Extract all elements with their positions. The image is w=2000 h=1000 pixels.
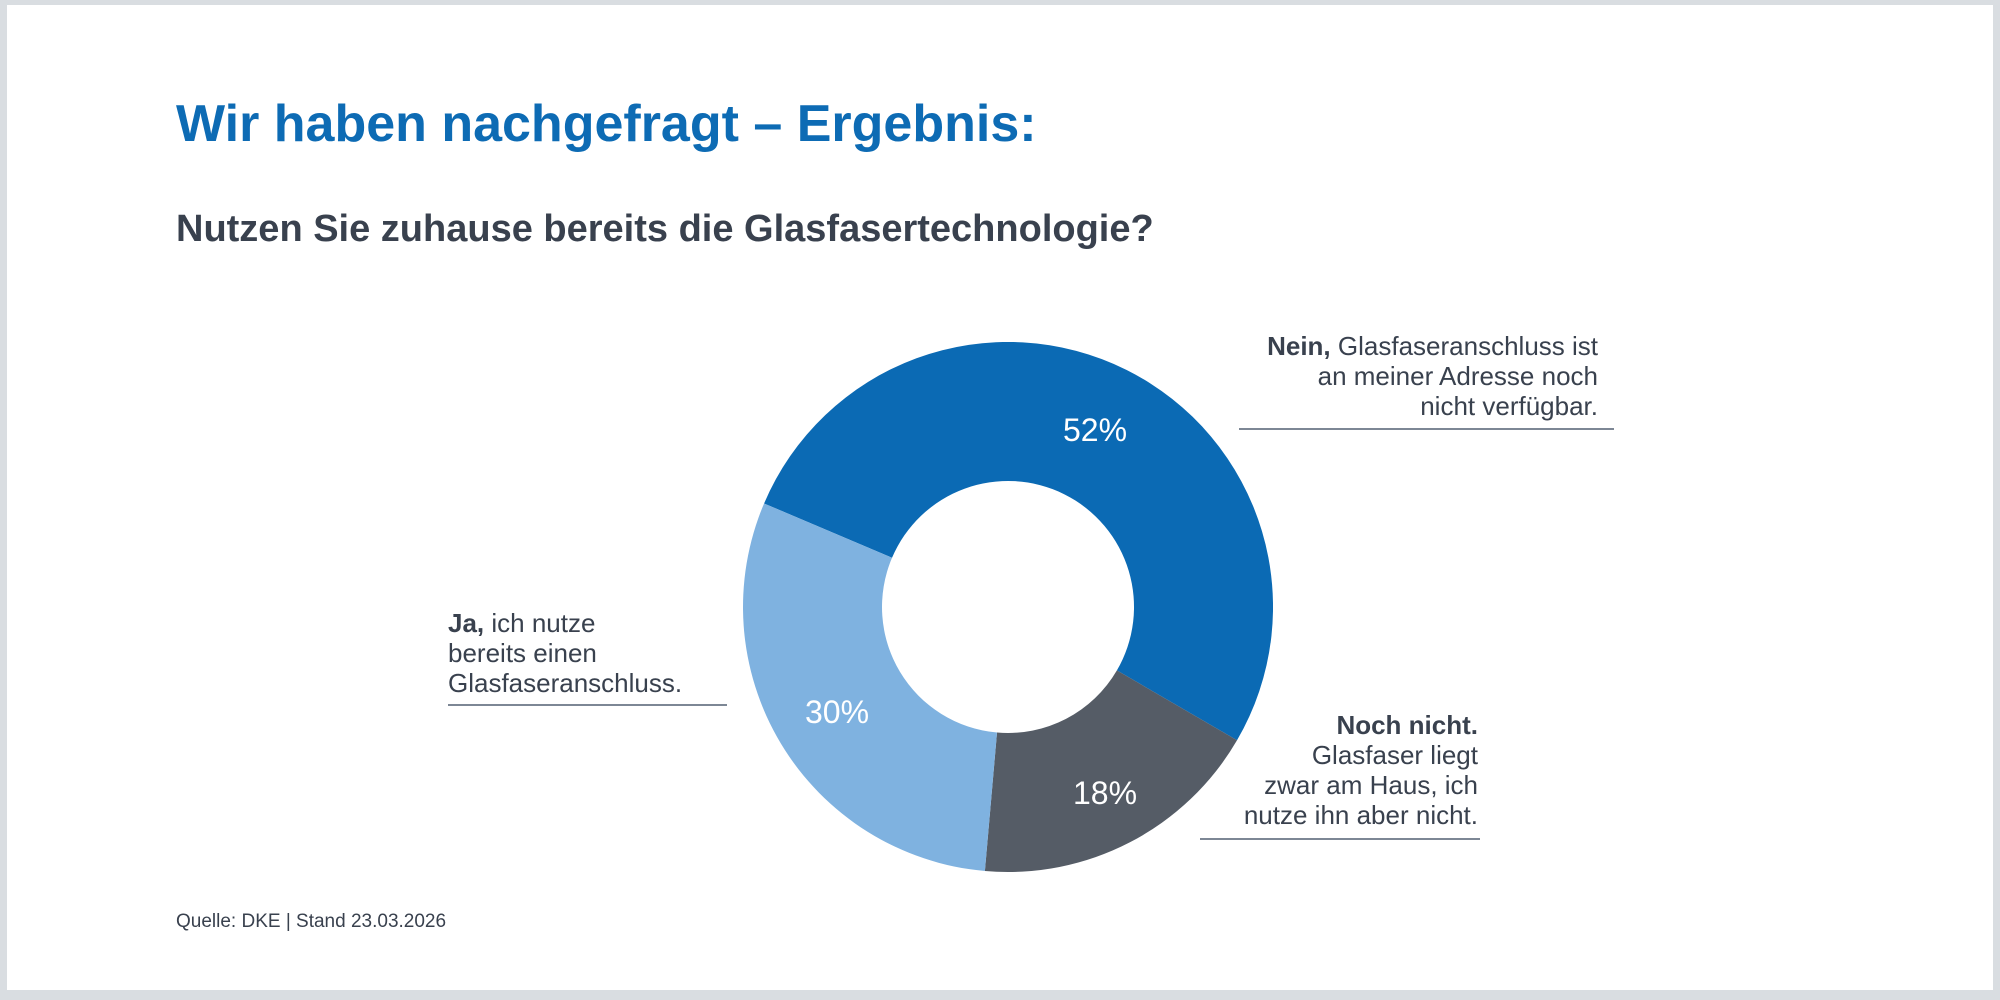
- donut-slice-0: [764, 342, 1273, 741]
- callout-nein-line2: an meiner Adresse noch: [1317, 361, 1598, 391]
- callout-ja-line2: bereits einen: [448, 638, 597, 668]
- source-caption: Quelle: DKE | Stand 23.03.2026: [176, 911, 447, 932]
- donut-slice-2: [743, 503, 998, 871]
- donut-slice-1: [984, 670, 1238, 872]
- callout-ja: Ja, ich nutze bereits einen Glasfaserans…: [448, 608, 727, 706]
- slice-value-ja: 30%: [804, 694, 870, 730]
- callout-nein-line1: Glasfaseranschluss ist: [1330, 331, 1598, 361]
- callout-noch-nicht-bold: Noch nicht.: [1336, 710, 1478, 740]
- callout-noch-nicht-line2: Glasfaser liegt: [1311, 740, 1478, 770]
- survey-question: Nutzen Sie zuhause bereits die Glasfaser…: [176, 208, 1154, 250]
- callout-nein-bold: Nein,: [1267, 331, 1331, 361]
- callout-noch-nicht-text: Noch nicht. Glasfaser liegt zwar am Haus…: [1200, 710, 1480, 830]
- callout-ja-line3: Glasfaseranschluss.: [448, 668, 683, 698]
- callout-ja-text: Ja, ich nutze bereits einen Glasfaserans…: [448, 608, 727, 698]
- callout-noch-nicht: Noch nicht. Glasfaser liegt zwar am Haus…: [1200, 710, 1480, 840]
- slice-value-nein: 52%: [1062, 412, 1128, 448]
- slice-value-noch-nicht: 18%: [1072, 775, 1138, 811]
- callout-nein: Nein, Glasfaseranschluss ist an meiner A…: [1239, 331, 1614, 430]
- callout-nein-line3: nicht verfügbar.: [1420, 391, 1598, 421]
- page-title: Wir haben nachgefragt – Ergebnis:: [176, 95, 1037, 153]
- callout-nein-text: Nein, Glasfaseranschluss ist an meiner A…: [1239, 331, 1614, 421]
- callout-noch-nicht-line3: zwar am Haus, ich: [1264, 770, 1478, 800]
- callout-noch-nicht-line4: nutze ihn aber nicht.: [1243, 800, 1478, 830]
- callout-ja-bold: Ja,: [448, 608, 485, 638]
- callout-ja-line1: ich nutze: [484, 608, 596, 638]
- donut-chart: [743, 342, 1273, 872]
